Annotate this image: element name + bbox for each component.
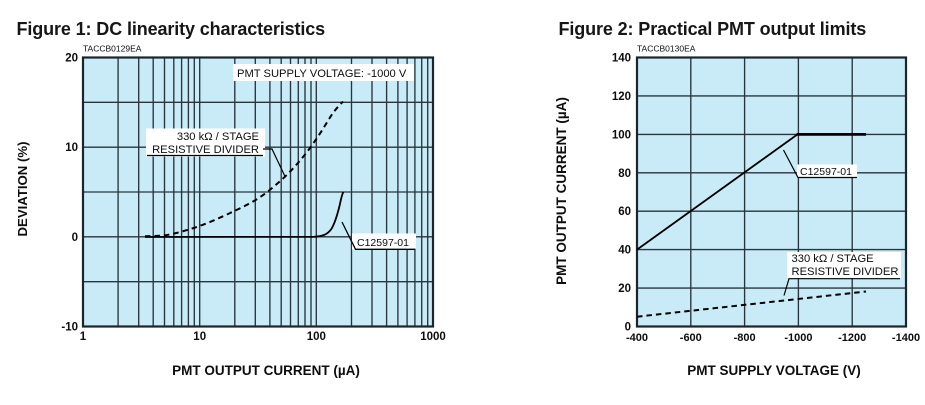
svg-text:80: 80 (618, 168, 631, 180)
svg-text:DEVIATION (%): DEVIATION (%) (15, 142, 30, 237)
svg-text:1000: 1000 (420, 331, 446, 343)
svg-text:-1200: -1200 (838, 332, 866, 344)
svg-text:PMT OUTPUT CURRENT (µA): PMT OUTPUT CURRENT (µA) (554, 97, 569, 285)
svg-text:PMT SUPPLY VOLTAGE: -1000 V: PMT SUPPLY VOLTAGE: -1000 V (237, 68, 407, 80)
svg-text:140: 140 (612, 53, 631, 65)
svg-text:RESISTIVE DIVIDER: RESISTIVE DIVIDER (792, 266, 899, 278)
svg-text:TACCB0130EA: TACCB0130EA (637, 44, 696, 54)
svg-text:330 kΩ / STAGE: 330 kΩ / STAGE (177, 131, 259, 143)
svg-text:100: 100 (307, 331, 326, 343)
svg-text:120: 120 (612, 91, 631, 103)
svg-text:RESISTIVE DIVIDER: RESISTIVE DIVIDER (152, 144, 259, 156)
svg-text:40: 40 (618, 245, 631, 257)
svg-text:Figure 1: DC linearity charact: Figure 1: DC linearity characteristics (17, 19, 326, 39)
svg-text:PMT OUTPUT CURRENT (µA): PMT OUTPUT CURRENT (µA) (172, 363, 360, 378)
svg-text:-10: -10 (61, 322, 78, 334)
svg-text:330 kΩ / STAGE: 330 kΩ / STAGE (792, 253, 874, 265)
svg-text:-800: -800 (734, 332, 756, 344)
svg-text:C12597-01: C12597-01 (800, 166, 852, 178)
svg-text:0: 0 (625, 322, 631, 334)
svg-text:20: 20 (618, 283, 631, 295)
svg-text:10: 10 (193, 331, 206, 343)
svg-text:Figure 2: Practical PMT output: Figure 2: Practical PMT output limits (559, 19, 867, 39)
svg-text:-600: -600 (680, 332, 702, 344)
svg-text:0: 0 (72, 232, 78, 244)
svg-text:20: 20 (65, 53, 78, 65)
svg-text:C12597-01: C12597-01 (357, 237, 409, 249)
svg-text:-1400: -1400 (892, 332, 920, 344)
svg-text:TACCB0129EA: TACCB0129EA (83, 44, 142, 54)
svg-text:60: 60 (618, 206, 631, 218)
svg-text:1: 1 (80, 331, 87, 343)
svg-text:-400: -400 (626, 332, 648, 344)
svg-text:10: 10 (65, 142, 78, 154)
svg-text:PMT SUPPLY VOLTAGE (V): PMT SUPPLY VOLTAGE (V) (687, 363, 861, 378)
svg-text:-1000: -1000 (784, 332, 812, 344)
svg-text:100: 100 (612, 129, 631, 141)
